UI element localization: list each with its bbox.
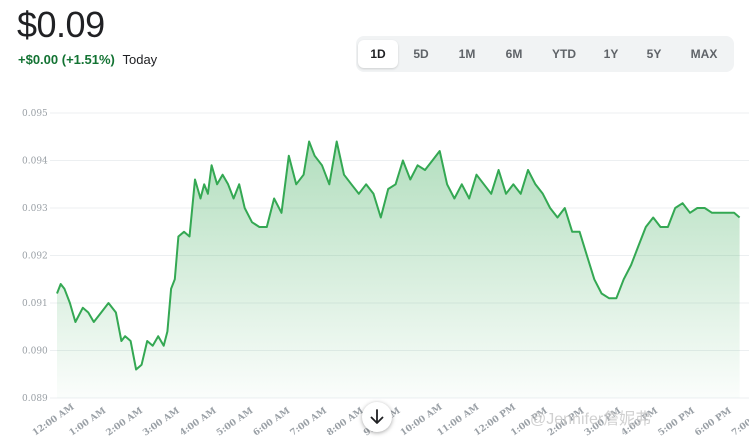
tab-max[interactable]: MAX [690, 47, 718, 61]
x-tick-label: 2:00 AM [105, 406, 145, 438]
price-change-row: +$0.00 (+1.51%) Today [18, 52, 157, 67]
tab-1y[interactable]: 1Y [603, 47, 619, 61]
x-tick-label: 6:00 PM [693, 406, 733, 438]
x-tick-label: 4:00 AM [178, 406, 218, 438]
x-tick-label: 8:00 AM [325, 406, 365, 438]
time-range-tabs: 1D 5D 1M 6M YTD 1Y 5Y MAX [356, 36, 734, 72]
scroll-down-button[interactable] [362, 402, 392, 432]
price-change: +$0.00 (+1.51%) [18, 52, 115, 67]
price-area [57, 141, 740, 398]
tab-ytd[interactable]: YTD [552, 47, 576, 61]
tab-1m[interactable]: 1M [458, 47, 476, 61]
tab-6m[interactable]: 6M [505, 47, 523, 61]
x-tick-label: 5:00 PM [657, 406, 697, 438]
y-tick-label: 0.090 [22, 347, 48, 357]
tab-5d[interactable]: 5D [413, 47, 429, 61]
watermark-text: @Jennifer詹妮弗 [530, 411, 652, 428]
y-tick-label: 0.091 [22, 299, 48, 309]
current-price: $0.09 [17, 4, 105, 45]
x-tick-label: 5:00 AM [215, 406, 255, 438]
y-tick-label: 0.089 [22, 394, 48, 404]
change-period: Today [122, 52, 158, 67]
price-line [56, 140, 741, 371]
y-axis-ticks: 0.095 0.094 0.093 0.092 0.091 0.090 0.089 [22, 109, 48, 404]
x-tick-label: 7:00 AM [289, 406, 329, 438]
y-tick-label: 0.094 [22, 157, 48, 167]
x-tick-label: 3:00 AM [141, 406, 181, 438]
y-tick-label: 0.093 [22, 204, 48, 214]
x-tick-label: 6:00 AM [252, 406, 292, 438]
y-tick-label: 0.095 [22, 109, 48, 119]
tab-5y[interactable]: 5Y [646, 47, 662, 61]
arrow-down-icon [370, 409, 384, 424]
x-tick-label: 7:00 PM [730, 406, 749, 438]
tab-1d[interactable]: 1D [358, 40, 398, 68]
y-tick-label: 0.092 [22, 252, 48, 262]
